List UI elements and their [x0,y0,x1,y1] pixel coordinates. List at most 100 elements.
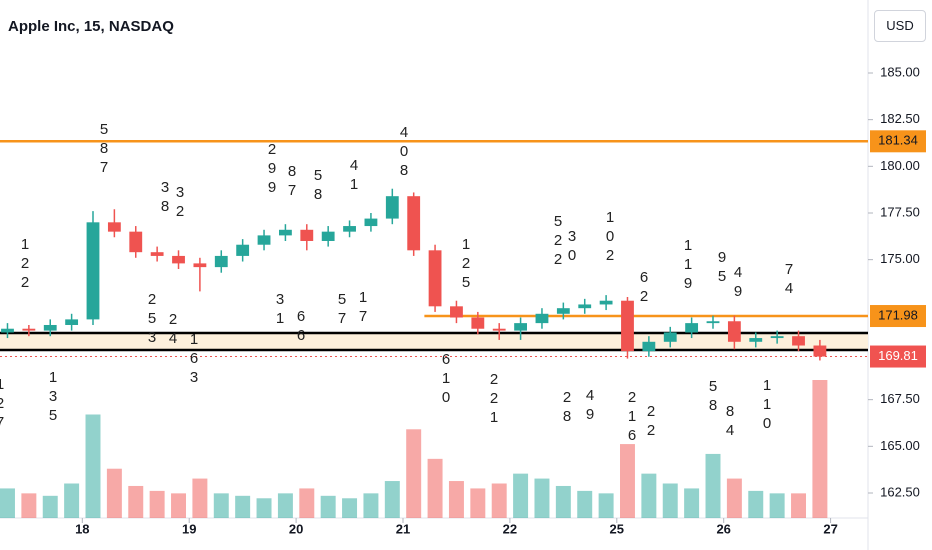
candle-body [685,323,699,333]
pivot-label: 119 [683,237,693,292]
y-tick-label: 165.00 [880,438,920,453]
candle-body [514,323,527,331]
pivot-label: 163 [189,331,199,386]
level-label-box [870,305,926,328]
x-tick-label: 27 [823,521,837,536]
volume-bar [791,493,806,518]
candle-body [450,306,463,318]
pivot-label: 299 [267,141,277,196]
y-tick-label: 182.50 [880,111,920,126]
candle-body [107,222,121,232]
y-tick-label: 180.00 [880,158,920,173]
volume-bar [363,493,379,518]
volume-bar [384,481,400,518]
x-tick-label: 26 [716,521,730,536]
volume-bar [513,473,529,518]
volume-bar [128,485,144,518]
level-label: 181.34 [878,133,918,148]
pivot-label: 253 [147,291,157,346]
y-tick-label: 177.50 [880,204,920,219]
pivot-label: 58 [708,378,718,414]
volume-bar [320,495,336,518]
pivot-label: 216 [627,389,637,444]
candle-body [642,341,656,352]
volume-bar [662,483,678,518]
pivot-label: 58 [313,167,323,203]
pivot-label: 57 [337,291,347,327]
volume-bar [598,493,614,518]
volume-bar [277,493,293,518]
pivot-label: 102 [605,209,615,264]
candle-body [599,300,613,305]
pivot-label: 74 [784,261,794,297]
candle-body [792,336,805,346]
pivot-label: 110 [762,377,772,432]
currency-button[interactable]: USD [874,10,926,42]
volume-bar [555,485,571,518]
x-tick-label: 19 [182,521,196,536]
candle-body [193,263,207,268]
pivot-label: 125 [461,236,471,291]
volume-bar [470,488,486,518]
volume-bar [342,498,358,518]
pivot-label: 610 [441,351,451,406]
candle-body [300,229,314,241]
pivot-label: 587 [99,121,109,176]
pivot-label: 522 [553,213,563,268]
candle-body [22,328,36,331]
pivot-label: 62 [639,269,649,305]
volume-bar [534,478,550,518]
candle-body [279,229,292,236]
candle-body [86,222,100,320]
candle-body [578,304,592,309]
candle-body [621,300,634,352]
volume-bar [427,458,443,518]
volume-bar [85,414,101,518]
pivot-label: 87 [287,163,297,199]
candle-body [556,308,570,314]
volume-bar [21,493,37,518]
volume-bar [448,481,464,518]
last-price-label: 169.81 [878,348,918,363]
candle-body [770,336,784,339]
candle-body [492,328,506,331]
volume-bar [299,488,315,518]
pivot-label: 41 [349,157,359,193]
candle-body [706,321,720,324]
x-tick-label: 20 [289,521,303,536]
volume-bar [705,453,721,518]
pivot-label: 49 [585,387,595,423]
candle-body [65,319,79,325]
candle-body [407,196,421,251]
volume-bar [726,478,742,518]
candle-body [535,313,549,324]
volume-bar [577,490,593,518]
volume-bar [684,488,700,518]
candle-body [749,338,763,342]
y-tick-label: 162.50 [880,484,920,499]
pivot-label: 127 [0,375,5,432]
candle-body [321,231,335,241]
volume-bar [620,444,635,518]
pivot-label: 66 [296,308,306,344]
candle-body [343,226,356,232]
last-price-box [870,345,926,368]
pivot-label: 30 [567,228,577,264]
pivot-label: 95 [717,249,727,285]
pivot-label: 221 [489,371,499,426]
volume-bar [149,490,165,518]
volume-bar [406,429,422,518]
pivot-label: 32 [175,184,185,220]
volume-bar [256,498,272,518]
volume-bar [213,493,229,518]
pivot-label: 408 [399,124,409,179]
candle-body [172,255,185,264]
candle-body [364,218,378,227]
candle-body [129,231,143,253]
x-tick-label: 18 [75,521,89,536]
candle-body [214,255,228,268]
pivot-label: 31 [275,291,285,327]
candle-body [257,235,271,245]
